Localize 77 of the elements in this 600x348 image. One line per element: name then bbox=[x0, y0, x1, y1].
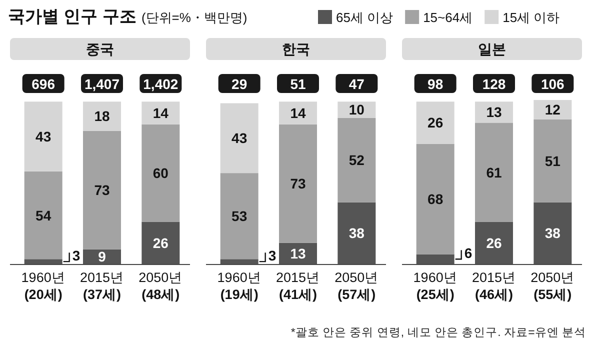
x-tick-label: 1960년 (19세) bbox=[217, 270, 262, 302]
bar bbox=[279, 124, 317, 243]
chart-title: 일본 bbox=[478, 41, 506, 57]
data-label: 14 bbox=[152, 104, 169, 121]
text: (단위=%・백만명) bbox=[141, 10, 248, 25]
data-label: 38 bbox=[348, 225, 365, 242]
text: 128 bbox=[482, 76, 506, 92]
data-label: 18 bbox=[94, 108, 110, 124]
bar bbox=[142, 222, 180, 264]
x-tick-label: 2015년 (37세) bbox=[80, 270, 124, 302]
text: 51 bbox=[290, 76, 306, 92]
data-label: 51 bbox=[544, 152, 561, 169]
bar bbox=[142, 102, 180, 124]
chart-title: 중국 bbox=[86, 41, 114, 57]
text: 29 bbox=[232, 76, 248, 92]
bar bbox=[338, 118, 376, 202]
data-label: 13 bbox=[486, 104, 502, 120]
bar bbox=[142, 124, 180, 222]
text: 국가별 인구 구조 bbox=[8, 7, 136, 26]
data-label: 14 bbox=[290, 104, 306, 121]
bar bbox=[534, 119, 572, 202]
bar bbox=[338, 202, 376, 264]
bar bbox=[220, 259, 258, 264]
text: 47 bbox=[348, 76, 365, 92]
data-label: 52 bbox=[348, 152, 365, 168]
bar bbox=[416, 144, 454, 254]
text: 1,402 bbox=[143, 76, 178, 92]
data-label: 38 bbox=[544, 225, 561, 242]
text: 696 bbox=[32, 76, 56, 92]
bar bbox=[24, 259, 62, 264]
x-tick-label: 1960년 (25세) bbox=[413, 270, 458, 302]
bar bbox=[534, 202, 572, 264]
legend-label: 15~64세 bbox=[423, 10, 473, 25]
data-label: 26 bbox=[486, 234, 502, 251]
x-tick-label: 2050년 (57세) bbox=[334, 270, 379, 302]
bar bbox=[416, 254, 454, 264]
x-tick-label: 2050년 (55세) bbox=[530, 270, 575, 302]
data-label: 61 bbox=[486, 164, 502, 180]
data-label: 60 bbox=[152, 165, 169, 182]
data-label: 13 bbox=[290, 245, 306, 262]
bar bbox=[24, 102, 62, 172]
data-label: 68 bbox=[428, 191, 444, 208]
x-tick-label: 2015년 (41세) bbox=[276, 270, 320, 302]
bar bbox=[475, 122, 513, 222]
data-label: 10 bbox=[348, 102, 365, 118]
x-tick-label: 2015년 (46세) bbox=[472, 270, 516, 302]
bar bbox=[83, 102, 121, 131]
data-label: 53 bbox=[232, 208, 248, 224]
data-label: 73 bbox=[94, 182, 110, 198]
data-label: 73 bbox=[290, 176, 306, 192]
bar bbox=[416, 102, 454, 144]
bar bbox=[24, 171, 62, 260]
data-label: 9 bbox=[98, 248, 106, 265]
data-label: 12 bbox=[544, 102, 561, 118]
data-label: 6 bbox=[464, 245, 472, 262]
text: 98 bbox=[428, 76, 444, 92]
text: 1,407 bbox=[84, 76, 120, 92]
text: 106 bbox=[540, 76, 565, 92]
data-label: 3 bbox=[72, 248, 80, 264]
data-label: 26 bbox=[152, 234, 169, 251]
legend-label: 65세 이상 bbox=[336, 10, 394, 25]
bar bbox=[279, 102, 317, 124]
data-label: 3 bbox=[268, 248, 276, 264]
text: *괄호 안은 중위 연령, 네모 안은 총인구. 자료=유엔 분석 bbox=[290, 326, 586, 339]
chart-title: 한국 bbox=[282, 41, 310, 57]
legend-label: 15세 이하 bbox=[502, 10, 560, 25]
bar bbox=[475, 222, 513, 264]
data-label: 43 bbox=[232, 130, 248, 146]
bar bbox=[83, 130, 121, 250]
x-tick-label: 1960년 (20세) bbox=[21, 270, 66, 302]
data-label: 43 bbox=[36, 128, 52, 145]
bar bbox=[220, 103, 258, 174]
data-label: 26 bbox=[428, 114, 444, 131]
x-tick-label: 2050년 (48세) bbox=[138, 270, 183, 302]
data-label: 54 bbox=[36, 207, 52, 224]
bar bbox=[83, 249, 121, 264]
bar bbox=[220, 173, 258, 260]
